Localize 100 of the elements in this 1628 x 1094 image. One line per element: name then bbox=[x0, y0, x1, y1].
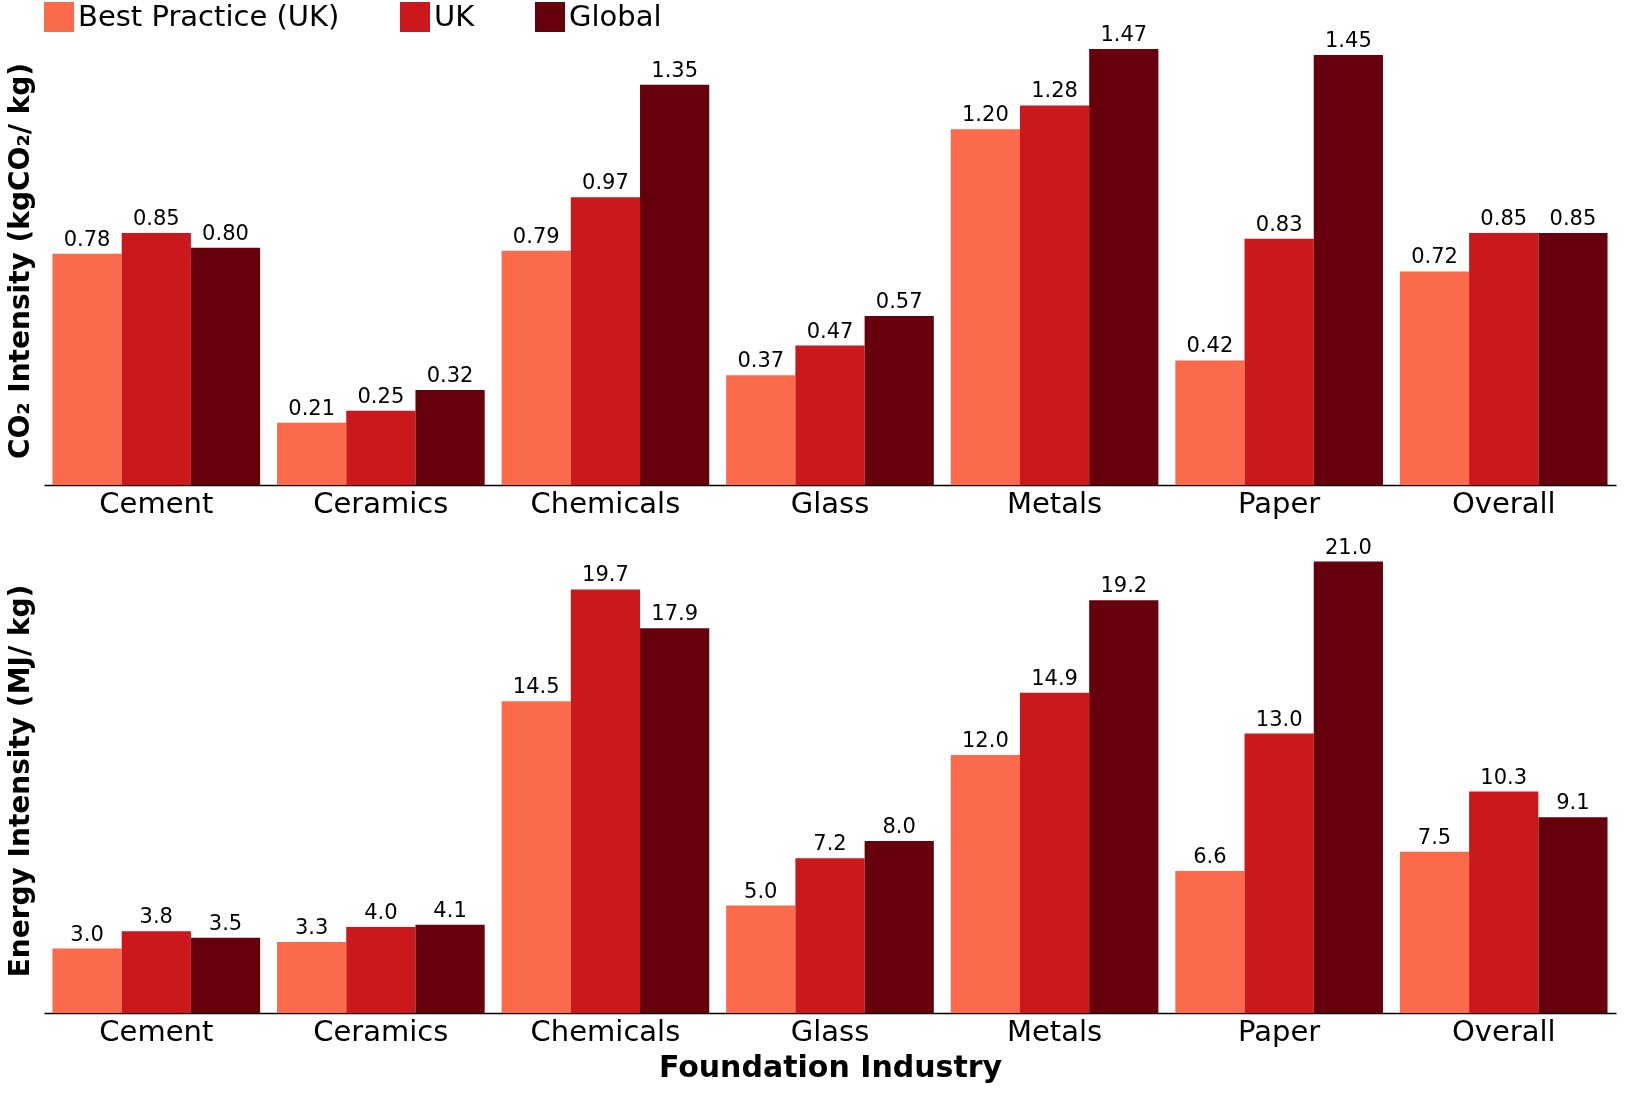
x-tick-label: Chemicals bbox=[530, 1013, 681, 1048]
bar bbox=[1399, 271, 1470, 485]
data-label: 0.21 bbox=[288, 395, 336, 420]
bar bbox=[346, 410, 416, 485]
bar bbox=[726, 905, 796, 1013]
data-label: 0.97 bbox=[582, 170, 629, 195]
bar bbox=[570, 589, 641, 1013]
bar bbox=[121, 232, 191, 485]
x-tick-label: Metals bbox=[1006, 485, 1103, 520]
data-label: 0.57 bbox=[875, 288, 923, 313]
bar bbox=[950, 129, 1020, 485]
bar bbox=[950, 755, 1020, 1013]
x-tick-label: Overall bbox=[1451, 1013, 1556, 1048]
data-label: 0.47 bbox=[806, 318, 854, 343]
data-label: 19.2 bbox=[1100, 573, 1148, 598]
bar bbox=[501, 701, 571, 1013]
bar bbox=[190, 937, 261, 1013]
bar bbox=[640, 84, 710, 485]
data-label: 0.85 bbox=[132, 205, 180, 230]
bar bbox=[190, 247, 261, 485]
x-tick-label: Overall bbox=[1451, 485, 1556, 520]
data-label: 12.0 bbox=[961, 728, 1009, 753]
data-label: 3.3 bbox=[294, 915, 329, 940]
bar bbox=[1244, 238, 1314, 485]
bar bbox=[415, 390, 485, 485]
data-label: 6.6 bbox=[1193, 844, 1227, 869]
bar bbox=[415, 924, 485, 1013]
y-axis-title: CO₂ Intensity (kgCO₂/ kg) bbox=[2, 62, 36, 460]
data-label: 1.35 bbox=[651, 57, 699, 82]
data-label: 3.5 bbox=[208, 910, 243, 935]
data-label: 0.85 bbox=[1549, 205, 1597, 230]
data-label: 4.1 bbox=[433, 897, 467, 922]
bar bbox=[1538, 817, 1608, 1013]
bar bbox=[1313, 561, 1383, 1013]
data-label: 21.0 bbox=[1324, 534, 1372, 559]
x-tick-label: Cement bbox=[99, 1013, 214, 1048]
bar bbox=[570, 197, 641, 485]
y-axis-title: Energy Intensity (MJ/ kg) bbox=[2, 584, 36, 978]
bar bbox=[1538, 232, 1608, 485]
bar bbox=[864, 841, 934, 1013]
bar bbox=[1089, 600, 1159, 1013]
bar bbox=[1019, 105, 1090, 485]
bar bbox=[640, 628, 710, 1013]
bar bbox=[1313, 55, 1383, 485]
bar bbox=[1089, 49, 1159, 485]
x-tick-label: Ceramics bbox=[313, 1013, 449, 1048]
bar bbox=[1175, 360, 1245, 485]
data-label: 14.9 bbox=[1031, 665, 1078, 690]
bar bbox=[1469, 791, 1539, 1013]
bar bbox=[501, 250, 571, 485]
data-label: 1.47 bbox=[1100, 22, 1148, 47]
data-label: 1.20 bbox=[961, 102, 1009, 127]
data-label: 0.42 bbox=[1186, 333, 1234, 358]
data-label: 0.78 bbox=[63, 226, 111, 251]
x-axis-title: Foundation Industry bbox=[658, 1048, 1003, 1084]
x-tick-label: Glass bbox=[790, 485, 870, 520]
x-tick-label: Ceramics bbox=[313, 485, 449, 520]
data-label: 8.0 bbox=[882, 814, 916, 839]
legend-label: UK bbox=[434, 0, 476, 33]
bar bbox=[1469, 232, 1539, 485]
data-label: 10.3 bbox=[1480, 764, 1528, 789]
data-label: 0.37 bbox=[737, 348, 785, 373]
data-label: 7.2 bbox=[813, 831, 847, 856]
data-label: 9.1 bbox=[1556, 790, 1590, 815]
bar bbox=[52, 253, 122, 485]
x-tick-label: Paper bbox=[1238, 1013, 1321, 1048]
bar bbox=[1399, 851, 1470, 1013]
bar bbox=[1244, 733, 1314, 1013]
legend-label: Global bbox=[569, 0, 662, 33]
data-label: 1.28 bbox=[1031, 78, 1078, 103]
x-tick-label: Glass bbox=[790, 1013, 870, 1048]
bar bbox=[1175, 871, 1245, 1013]
x-tick-label: Chemicals bbox=[530, 485, 681, 520]
data-label: 3.0 bbox=[70, 921, 104, 946]
data-label: 5.0 bbox=[744, 878, 778, 903]
data-label: 13.0 bbox=[1255, 706, 1303, 731]
x-tick-label: Paper bbox=[1238, 485, 1321, 520]
bar bbox=[795, 345, 865, 485]
legend-label: Best Practice (UK) bbox=[78, 0, 340, 33]
data-label: 0.72 bbox=[1411, 244, 1458, 269]
data-label: 0.79 bbox=[512, 223, 560, 248]
bar bbox=[726, 375, 796, 485]
bar bbox=[864, 315, 934, 485]
bar bbox=[346, 927, 416, 1013]
data-label: 14.5 bbox=[512, 674, 560, 699]
data-label: 0.85 bbox=[1480, 205, 1528, 230]
data-label: 3.8 bbox=[139, 904, 173, 929]
data-label: 0.83 bbox=[1255, 211, 1303, 236]
bar bbox=[121, 931, 191, 1013]
bar bbox=[1019, 692, 1090, 1013]
bar bbox=[277, 422, 347, 485]
bar bbox=[52, 948, 122, 1013]
bar bbox=[795, 858, 865, 1013]
bar bbox=[277, 942, 347, 1013]
data-label: 0.32 bbox=[426, 363, 474, 388]
data-label: 0.25 bbox=[357, 383, 405, 408]
data-label: 17.9 bbox=[651, 601, 699, 626]
data-label: 1.45 bbox=[1324, 28, 1372, 53]
data-label: 7.5 bbox=[1417, 824, 1452, 849]
data-label: 4.0 bbox=[364, 900, 398, 925]
